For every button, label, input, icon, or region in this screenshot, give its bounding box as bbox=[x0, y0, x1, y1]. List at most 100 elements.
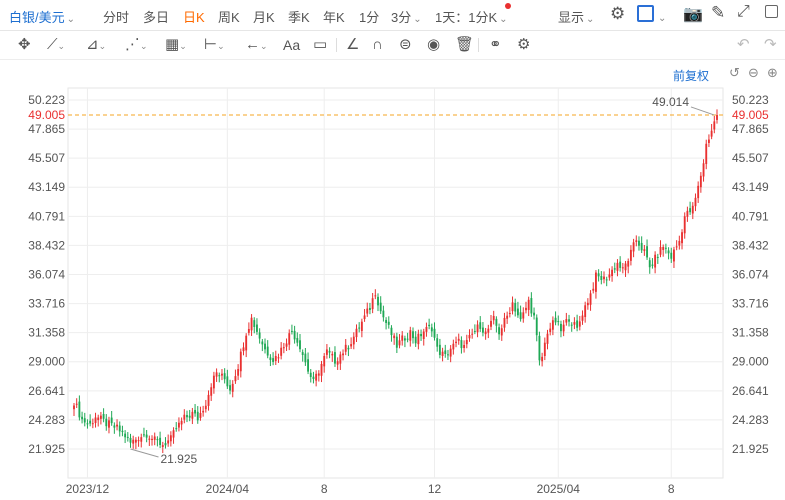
period-timeshare[interactable]: 分时 bbox=[103, 10, 130, 25]
candle-body bbox=[638, 240, 640, 246]
display-menu[interactable]: 显示 ⌄ bbox=[558, 10, 595, 25]
candle-body bbox=[530, 298, 533, 314]
candle bbox=[223, 368, 226, 384]
gear-icon[interactable]: ⚙ bbox=[610, 4, 626, 23]
reset-icon[interactable]: ↺ bbox=[729, 65, 740, 80]
candle-body bbox=[393, 335, 396, 339]
candle bbox=[420, 329, 422, 341]
candle bbox=[121, 425, 124, 437]
range-icon[interactable]: ⊢⌄ bbox=[204, 36, 225, 53]
candle-body bbox=[110, 417, 113, 424]
candle-body bbox=[102, 414, 105, 419]
candle-body bbox=[334, 352, 336, 364]
text-icon[interactable]: Aa bbox=[283, 37, 301, 53]
candle-body bbox=[226, 376, 229, 387]
period-yearly[interactable]: 年K bbox=[323, 10, 345, 25]
settings-icon[interactable]: ⚙ bbox=[517, 36, 531, 53]
y-tick-label-right: 26.641 bbox=[732, 384, 769, 398]
compare-icon[interactable]: ⚭ bbox=[489, 36, 502, 53]
candle bbox=[465, 334, 468, 349]
comment-icon[interactable]: ▭ bbox=[313, 36, 328, 53]
candle bbox=[234, 369, 237, 384]
candle bbox=[374, 289, 377, 300]
period-daily[interactable]: 日K bbox=[183, 10, 205, 25]
period-quarterly[interactable]: 季K bbox=[288, 10, 310, 25]
camera-icon[interactable]: 📷 bbox=[683, 6, 703, 23]
chart-grid bbox=[67, 87, 724, 479]
ratio-selector[interactable]: 1天：1分K ⌄ bbox=[435, 10, 508, 25]
candle-body bbox=[191, 411, 194, 419]
candle-body bbox=[355, 328, 358, 338]
candle bbox=[697, 181, 700, 203]
candle-body bbox=[290, 330, 293, 332]
candle bbox=[441, 347, 444, 362]
candle bbox=[274, 350, 277, 365]
redo-icon[interactable]: ↷ bbox=[764, 36, 777, 53]
candle bbox=[210, 383, 213, 401]
candle-body bbox=[377, 296, 379, 306]
chevron-down-icon[interactable]: ⌄ bbox=[658, 13, 667, 24]
candle-body bbox=[643, 249, 646, 251]
period-1min[interactable]: 1分 bbox=[359, 10, 380, 25]
fullscreen-icon[interactable]: ⤢ bbox=[737, 3, 750, 20]
candle-body bbox=[597, 273, 600, 277]
candle bbox=[296, 332, 299, 347]
arc-icon[interactable]: ∩ bbox=[372, 36, 383, 53]
zoom-in-icon[interactable]: ⊕ bbox=[767, 65, 778, 80]
candle bbox=[237, 364, 240, 380]
candle-body bbox=[108, 420, 110, 428]
candle bbox=[215, 368, 218, 382]
candle-body bbox=[654, 254, 657, 268]
candle-body bbox=[242, 347, 245, 352]
theme-square-icon[interactable] bbox=[637, 5, 654, 22]
fibonacci-icon[interactable]: ▦⌄ bbox=[165, 36, 187, 53]
candle-body bbox=[304, 353, 307, 363]
period-multiday[interactable]: 多日 bbox=[143, 10, 170, 25]
cycle-icon[interactable]: ⊜ bbox=[399, 36, 412, 53]
window-icon[interactable] bbox=[765, 5, 778, 18]
candle bbox=[640, 236, 643, 254]
period-3min[interactable]: 3分 ⌄ bbox=[391, 10, 422, 25]
adjust-mode-button[interactable]: 前复权 bbox=[673, 69, 710, 83]
candle bbox=[183, 409, 186, 424]
candle-body bbox=[522, 312, 525, 319]
candle-body bbox=[309, 372, 312, 378]
candle-body bbox=[673, 249, 675, 262]
angle-icon[interactable]: ∠ bbox=[346, 36, 360, 53]
zoom-out-icon[interactable]: ⊖ bbox=[748, 65, 759, 80]
wave-icon[interactable]: ⋰⌄ bbox=[125, 36, 148, 53]
move-icon[interactable]: ✥ bbox=[18, 36, 31, 53]
candle-body bbox=[473, 330, 476, 332]
candle bbox=[654, 251, 657, 274]
y-tick-label-left: 38.432 bbox=[28, 238, 65, 252]
candle-body bbox=[215, 372, 218, 377]
arrow-icon[interactable]: ←⌄ bbox=[245, 36, 268, 53]
candle bbox=[331, 351, 334, 362]
candle-body bbox=[490, 320, 492, 327]
trash-icon[interactable]: 🗑 bbox=[455, 36, 475, 53]
line-icon[interactable]: ⟋⌄ bbox=[47, 36, 66, 53]
symbol-selector[interactable]: 白银/美元 ⌄ bbox=[9, 10, 76, 25]
candle-body bbox=[151, 438, 153, 441]
candle bbox=[560, 320, 562, 338]
period-weekly[interactable]: 周K bbox=[218, 10, 240, 25]
undo-icon[interactable]: ↶ bbox=[737, 36, 750, 53]
candle bbox=[350, 337, 353, 349]
polyline-icon[interactable]: ⊿⌄ bbox=[86, 36, 107, 53]
candle bbox=[492, 310, 495, 325]
candle-body bbox=[204, 405, 207, 410]
candle-body bbox=[576, 320, 579, 328]
pencil-icon[interactable]: ✎ bbox=[711, 3, 726, 22]
candle-body bbox=[713, 121, 716, 130]
candle bbox=[576, 314, 579, 332]
candle bbox=[452, 339, 455, 355]
candle bbox=[385, 317, 388, 330]
period-monthly[interactable]: 月K bbox=[253, 10, 275, 25]
candle-body bbox=[360, 321, 363, 331]
eye-icon[interactable]: ◉ bbox=[427, 36, 441, 53]
candle-body bbox=[538, 335, 541, 361]
candle bbox=[78, 395, 81, 421]
candle bbox=[143, 427, 145, 438]
y-tick-label-left: 21.925 bbox=[28, 442, 65, 456]
